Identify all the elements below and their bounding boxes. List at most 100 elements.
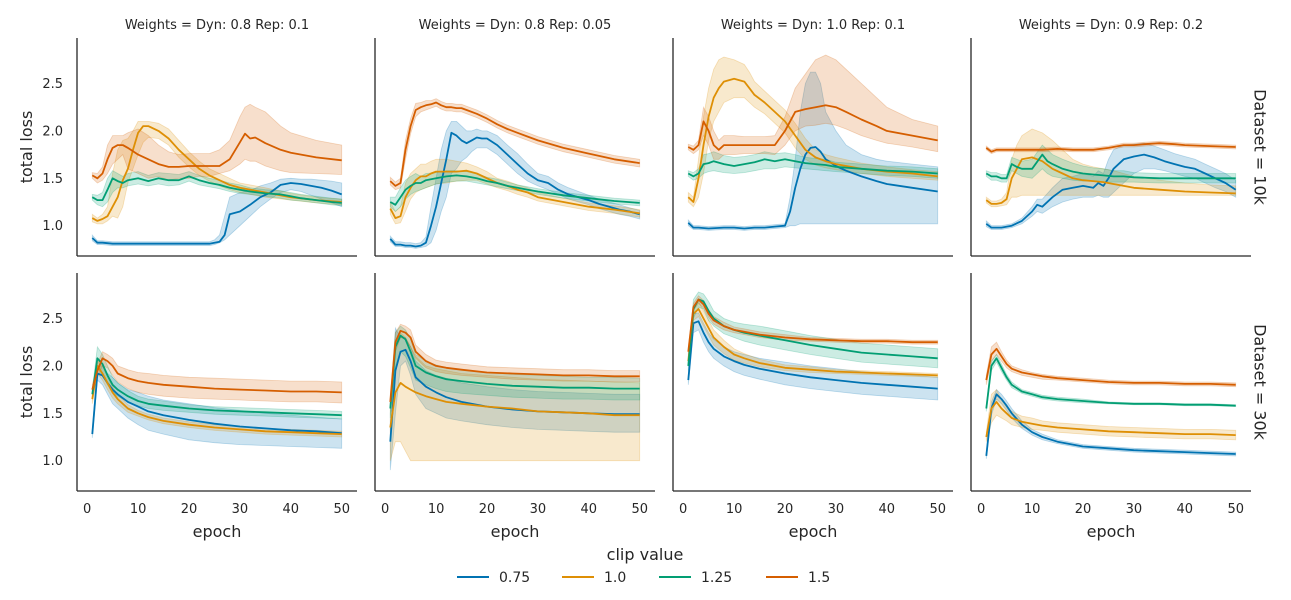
x-axis-label: epoch	[491, 522, 540, 541]
confidence-band-clip-0.75	[91, 177, 343, 246]
confidence-band-clip-1.0	[389, 331, 641, 462]
y-tick-label: 2.0	[42, 124, 63, 139]
series-line-clip-1.5	[687, 104, 938, 151]
y-tick-label: 1.0	[42, 219, 63, 234]
x-tick-label: 0	[381, 502, 389, 517]
confidence-band-clip-1.25	[91, 345, 343, 420]
column-title: Weights = Dyn: 1.0 Rep: 0.1	[721, 18, 905, 33]
y-tick-label: 1.5	[42, 407, 63, 422]
panel-0-2	[672, 38, 953, 257]
confidence-band-clip-1.0	[687, 300, 939, 378]
x-tick-label: 20	[1075, 502, 1092, 517]
y-tick-label: 2.5	[42, 77, 63, 92]
x-axis-label: epoch	[1087, 522, 1136, 541]
confidence-band-clip-1.25	[687, 291, 939, 371]
confidence-band-clip-0.75	[389, 326, 641, 471]
confidence-band-clip-1.0	[91, 121, 343, 225]
series-line-clip-1.5	[91, 357, 342, 394]
x-axis-label: epoch	[193, 522, 242, 541]
series-line-clip-1.25	[687, 158, 938, 178]
series-line-clip-1.0	[687, 77, 938, 203]
x-tick-label: 30	[232, 502, 249, 517]
x-tick-label: 50	[929, 502, 946, 517]
x-tick-label: 50	[631, 502, 648, 517]
confidence-band-clip-1.0	[985, 388, 1237, 442]
series-line-clip-1.5	[985, 347, 1236, 386]
series-line-clip-0.75	[985, 393, 1236, 456]
confidence-band-clip-0.75	[389, 121, 641, 249]
confidence-band-clip-1.0	[985, 128, 1237, 208]
series-line-clip-0.75	[91, 182, 343, 245]
x-tick-label: 20	[479, 502, 496, 517]
confidence-band-clip-1.5	[389, 98, 641, 191]
x-tick-label: 20	[777, 502, 794, 517]
x-tick-label: 40	[283, 502, 300, 517]
x-tick-label: 10	[130, 502, 147, 517]
column-title: Weights = Dyn: 0.8 Rep: 0.05	[419, 18, 612, 33]
y-axis-label: total loss	[17, 346, 36, 419]
panel-0-3	[970, 38, 1251, 257]
y-axis-label: total loss	[17, 111, 36, 184]
series-line-clip-0.75	[687, 146, 938, 230]
confidence-band-clip-0.75	[91, 365, 343, 449]
legend-label: 1.5	[808, 570, 830, 586]
x-tick-label: 40	[1177, 502, 1194, 517]
series-line-clip-1.25	[389, 174, 640, 206]
series-line-clip-1.0	[985, 400, 1236, 438]
y-tick-label: 2.5	[42, 312, 63, 327]
panel-1-1	[374, 273, 655, 492]
series-line-clip-1.5	[985, 142, 1236, 153]
confidence-band-clip-1.25	[985, 144, 1237, 184]
confidence-band-clip-1.5	[91, 103, 343, 184]
series-line-clip-1.25	[91, 175, 342, 204]
panel-1-3	[970, 273, 1251, 492]
confidence-band-clip-1.25	[687, 151, 939, 181]
x-tick-label: 0	[679, 502, 687, 517]
series-line-clip-1.5	[389, 329, 640, 402]
x-tick-label: 50	[333, 502, 350, 517]
x-tick-label: 30	[828, 502, 845, 517]
y-tick-label: 2.0	[42, 359, 63, 374]
column-title: Weights = Dyn: 0.9 Rep: 0.2	[1019, 18, 1203, 33]
series-line-clip-1.25	[985, 357, 1236, 409]
series-line-clip-1.0	[389, 169, 640, 220]
series-line-clip-1.5	[389, 101, 640, 187]
x-tick-label: 50	[1227, 502, 1244, 517]
legend-title: clip value	[607, 545, 684, 564]
legend-label: 1.25	[701, 570, 732, 586]
x-tick-label: 10	[428, 502, 445, 517]
x-tick-label: 40	[581, 502, 598, 517]
x-tick-label: 40	[879, 502, 896, 517]
legend-label: 0.75	[499, 570, 530, 586]
row-title: Dataset = 10k	[1251, 89, 1270, 206]
y-tick-label: 1.0	[42, 454, 63, 469]
x-tick-label: 20	[181, 502, 198, 517]
series-line-clip-1.0	[389, 381, 640, 428]
confidence-band-clip-1.0	[91, 357, 343, 438]
row-title: Dataset = 30k	[1251, 324, 1270, 441]
series-line-clip-1.5	[91, 132, 342, 180]
series-line-clip-0.75	[687, 320, 938, 390]
panel-0-1	[374, 38, 655, 257]
panel-0-0	[76, 38, 357, 257]
column-title: Weights = Dyn: 0.8 Rep: 0.1	[125, 18, 309, 33]
series-line-clip-1.0	[687, 308, 938, 377]
confidence-band-clip-0.75	[985, 142, 1237, 230]
x-tick-label: 0	[83, 502, 91, 517]
series-line-clip-1.0	[91, 125, 342, 222]
series-line-clip-1.25	[985, 153, 1236, 180]
x-tick-label: 10	[1024, 502, 1041, 517]
y-tick-label: 1.5	[42, 172, 63, 187]
confidence-band-clip-1.5	[985, 341, 1237, 388]
panel-1-2	[672, 273, 953, 492]
series-line-clip-0.75	[985, 153, 1237, 229]
x-tick-label: 10	[726, 502, 743, 517]
panel-1-0	[76, 273, 357, 492]
series-line-clip-1.25	[389, 334, 640, 409]
series-line-clip-1.0	[985, 156, 1236, 205]
x-axis-label: epoch	[789, 522, 838, 541]
confidence-band-clip-1.5	[91, 351, 343, 404]
legend-label: 1.0	[604, 570, 626, 586]
x-tick-label: 30	[530, 502, 547, 517]
